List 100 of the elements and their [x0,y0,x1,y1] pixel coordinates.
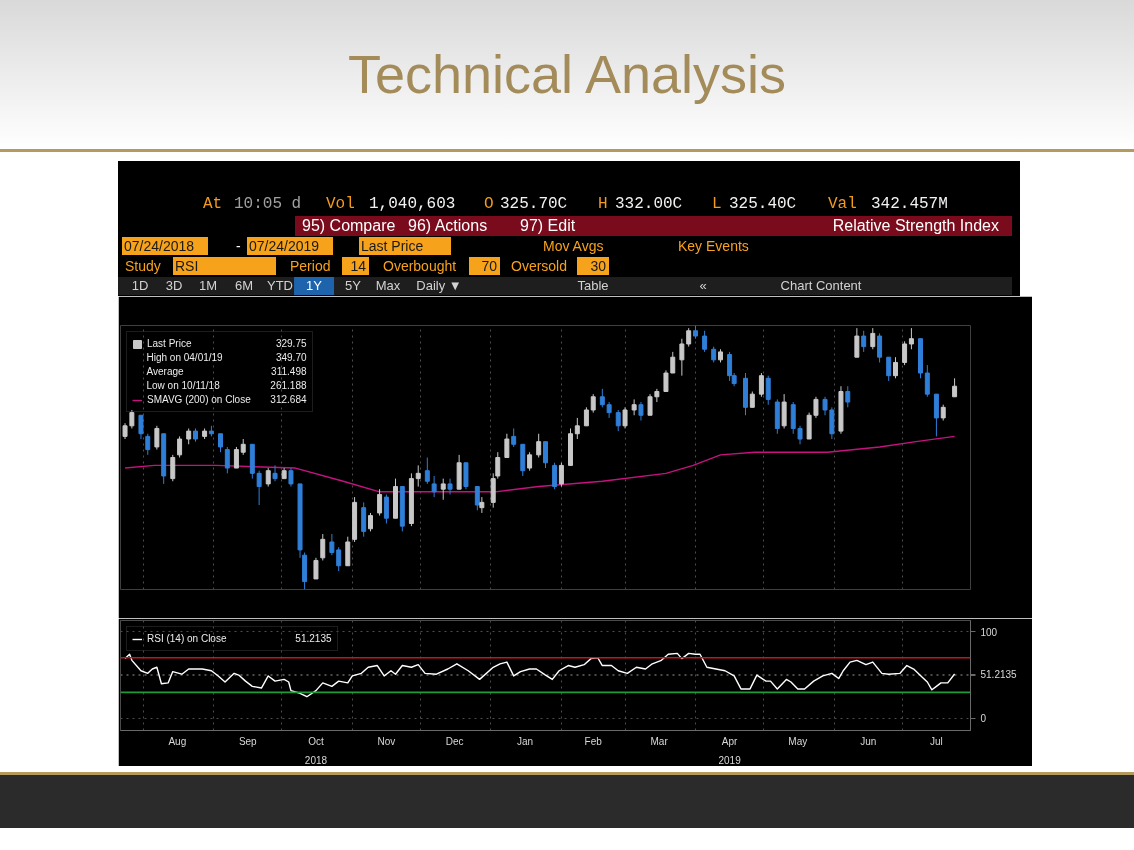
candlestick [933,393,939,437]
chart-title: Technical Analysis [0,0,1134,152]
text: 97) Edit [520,216,576,236]
text: RSI [173,257,276,275]
candlestick [877,332,883,363]
candlestick [702,330,708,353]
candlestick [511,427,517,448]
annotation: 51.2135 [295,633,332,644]
candlestick [447,478,453,495]
candlestick [368,512,373,532]
y-tick-label: 100 [980,626,998,638]
text: 14 [342,257,369,275]
candlestick [663,369,669,392]
x-tick-label: Jan [516,735,534,747]
text: 3D [165,277,183,295]
text: At [203,194,223,214]
text: H [598,194,608,214]
candlestick [599,388,605,408]
text: Overbought [383,257,457,275]
candlestick [870,327,876,350]
x-tick-label: Jun [860,735,877,747]
candlestick [679,338,685,377]
text: 5Y [345,277,361,295]
candlestick [527,451,533,472]
candlestick [902,340,908,366]
x-tick-label: Nov [377,735,396,747]
candlestick [952,377,958,398]
annotation: 261.188 [270,380,307,391]
text: O [484,194,494,214]
candlestick [424,457,430,485]
text: Key Events [678,237,749,255]
annotation: 311.498 [271,366,307,377]
text: Val [828,194,857,214]
candlestick [138,414,144,440]
candlestick [474,486,480,511]
candlestick [218,433,223,453]
candlestick [440,478,446,501]
candlestick [543,441,548,469]
candlestick [415,464,421,488]
x-tick-label: Apr [721,735,739,747]
candlestick [574,417,580,440]
text: Study [125,257,161,275]
candlestick [806,412,812,440]
text: Oversold [511,257,568,275]
text: 07/24/2019 [247,237,333,255]
candlestick [345,536,351,567]
text: 1,040,603 [369,194,456,214]
candlestick [638,401,644,422]
y-tick-label: 0 [980,713,987,725]
candlestick [647,393,653,416]
candlestick [265,467,271,488]
candlestick [177,435,183,458]
candlestick [631,398,637,416]
x-tick-label: Jul [930,735,943,747]
candlestick [781,393,787,429]
candlestick [288,467,294,488]
candlestick [727,351,733,382]
text: Period [290,257,331,275]
candlestick [654,388,660,403]
x-tick-label: May [788,735,808,747]
candlestick [129,409,135,429]
candlestick [558,462,564,488]
text: 1Y [294,277,334,295]
candlestick [908,327,914,350]
legend-label: Last Price [147,338,192,349]
candlestick [893,356,898,379]
candlestick [463,462,469,490]
candlestick [313,557,319,580]
candlestick [615,409,621,432]
text: 95) Compare [302,216,396,236]
x-tick-label: Mar [650,735,669,747]
text: Max [375,277,401,295]
candlestick [224,446,230,474]
x-tick-label: Feb [584,735,603,747]
text: 07/24/2018 [122,237,208,255]
text: - [236,237,241,255]
text: Table [577,277,609,295]
candlestick [886,356,892,382]
text: 10:05 d [234,194,302,214]
text: Chart Content [780,277,862,295]
candlestick [813,396,819,419]
candlestick [822,396,828,416]
candlestick [536,433,542,458]
candlestick [504,433,510,458]
candlestick [377,488,383,517]
text: Daily ▼ [416,277,462,295]
text: Vol [326,194,355,214]
text: 2018 [304,754,328,766]
candlestick [622,406,628,429]
annotation: Low on 10/11/18 [146,379,221,391]
candlestick [361,501,367,538]
text: 332.00C [615,194,683,214]
text: 30 [577,257,609,275]
annotation: Average [146,365,184,377]
y-tick-label: 51.2135 [980,669,1018,681]
text: 1M [198,277,218,295]
candlestick [170,454,176,482]
candlestick [670,351,676,374]
legend-label: RSI (14) on Close [147,633,227,644]
x-tick-label: Dec [445,735,464,747]
